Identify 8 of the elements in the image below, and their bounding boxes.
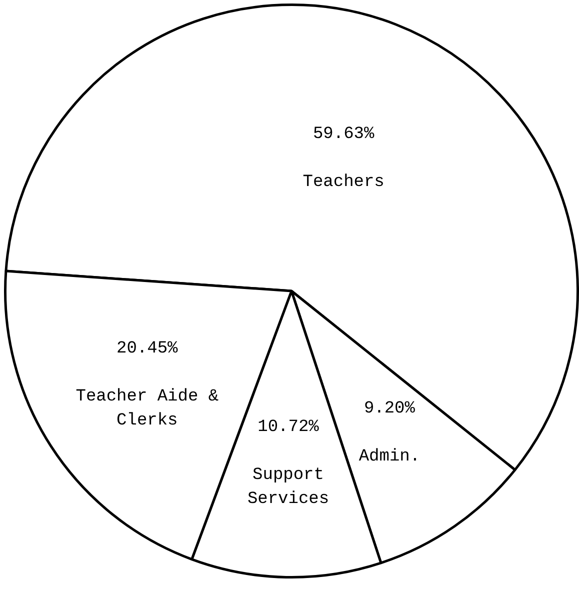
data-label: 9.20% [364, 400, 416, 419]
slice-label: Teachers [302, 173, 384, 192]
data-label: 20.45% [116, 340, 179, 359]
slice-label: Admin. [358, 448, 420, 467]
data-label: 59.63% [312, 125, 375, 144]
slice-label: Teacher Aide & Clerks [76, 388, 219, 431]
data-label: 10.72% [258, 418, 320, 438]
slice-label: Support Services [247, 466, 330, 510]
